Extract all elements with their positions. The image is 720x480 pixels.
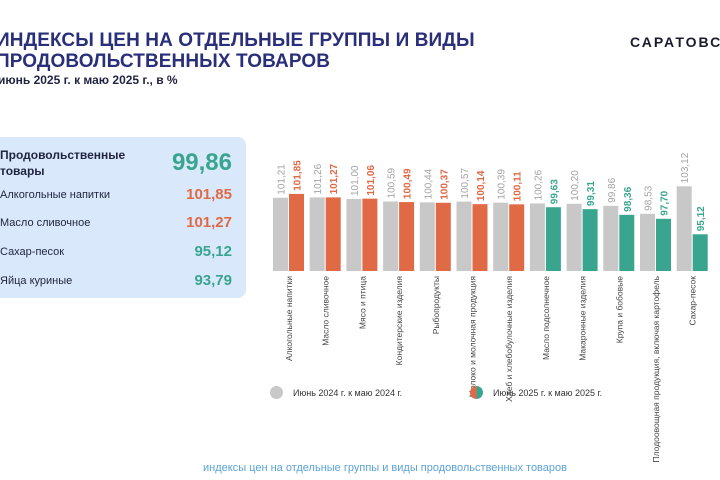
title-line-2: ПРОДОВОЛЬСТВЕННЫХ ТОВАРОВ [0, 51, 331, 72]
bar-curr [362, 198, 378, 271]
bar-curr-label: 101,27 [329, 163, 340, 194]
summary-row: Масло сливочное 101,27 [0, 214, 232, 231]
summary-row-label: Масло сливочное [0, 216, 91, 229]
legend-label-prev: Июнь 2024 г. к маю 2024 г. [293, 387, 403, 398]
bar-curr [435, 202, 451, 271]
bar-curr [325, 197, 341, 271]
summary-row-value: 93,79 [194, 272, 232, 289]
category-label: Мясо и птица [357, 276, 367, 329]
bar-prev-label: 100,39 [497, 169, 508, 200]
footer-caption: индексы цен на отдельные группы и виды п… [203, 462, 567, 474]
bar-prev-label: 101,26 [313, 163, 324, 194]
bar-curr-label: 100,49 [403, 168, 414, 199]
bar-prev [273, 197, 288, 271]
bar-curr [545, 207, 561, 271]
bar-prev [346, 199, 362, 271]
bar-prev-label: 100,59 [387, 167, 398, 198]
bar-prev [309, 197, 325, 271]
summary-row-label: Сахар-песок [0, 245, 65, 258]
bar-prev-label: 98,53 [644, 185, 655, 210]
bar-curr [289, 193, 304, 271]
bar-prev [493, 202, 509, 271]
bar-curr [472, 204, 488, 271]
bar-curr-label: 100,11 [513, 171, 524, 201]
bar-prev-label: 101,21 [277, 164, 288, 195]
bar-prev-label: 99,86 [607, 177, 618, 202]
category-label: Молоко и молочная продукция [468, 276, 478, 398]
bar-prev [640, 213, 655, 271]
page-title: ИНДЕКСЫ ЦЕН НА ОТДЕЛЬНЫЕ ГРУППЫ И ВИДЫ П… [0, 30, 475, 72]
legend-item-prev: Июнь 2024 г. к маю 2024 г. [270, 386, 402, 399]
bar-prev [676, 186, 692, 271]
bar-prev-label: 100,57 [460, 168, 471, 199]
summary-panel: Продовольственные товары 99,86 Алкогольн… [0, 137, 246, 298]
category-label: Хлеб и хлебобулочные изделия [504, 276, 514, 402]
legend-swatch-prev [270, 386, 283, 399]
bar-curr [582, 209, 598, 271]
bar-curr-label: 101,85 [293, 160, 304, 191]
bar-prev [603, 205, 619, 271]
bar-prev-label: 100,26 [533, 169, 544, 200]
legend-item-curr: Июнь 2025 г. к маю 2025 г. [470, 386, 602, 399]
bar-prev [383, 201, 399, 271]
summary-row: Алкогольные напитки 101,85 [0, 186, 232, 203]
category-label: Масло сливочное [321, 276, 331, 346]
legend-swatch-curr [470, 386, 483, 399]
bar-curr-label: 101,06 [366, 165, 377, 196]
category-label: Алкогольные напитки [284, 276, 294, 361]
bar-prev [419, 202, 435, 271]
page-subtitle: июнь 2025 г. к маю 2025 г., в % [0, 73, 178, 87]
bar-curr [399, 202, 415, 271]
category-label: Макаронные изделия [578, 276, 588, 361]
title-line-1: ИНДЕКСЫ ЦЕН НА ОТДЕЛЬНЫЕ ГРУППЫ И ВИДЫ [0, 30, 475, 51]
bar-curr-label: 99,63 [549, 179, 560, 204]
bar-curr-label: 100,37 [439, 169, 450, 200]
bar-curr [619, 214, 635, 271]
bar-prev [566, 203, 582, 271]
bar-prev-label: 100,44 [423, 168, 434, 199]
bar-curr-label: 98,36 [623, 186, 634, 211]
bar-curr [509, 204, 525, 271]
summary-row-label: Алкогольные напитки [0, 188, 111, 201]
category-label: Рыбопродукты [431, 276, 441, 334]
summary-main-value: 99,86 [171, 149, 232, 176]
bar-curr-label: 99,31 [586, 181, 597, 206]
summary-main-label: Продовольственные товары [0, 148, 126, 178]
category-label: Масло подсолнечное [541, 276, 551, 360]
category-label: Плодоовощная продукция, включая картофел… [651, 275, 661, 462]
bar-prev [456, 201, 472, 271]
brand-logo: САРАТОВСТАТ [630, 34, 720, 50]
legend-label-curr: Июнь 2025 г. к маю 2025 г. [493, 387, 603, 398]
summary-row-label: Яйца куриные [0, 274, 73, 287]
summary-row: Сахар-песок 95,12 [0, 243, 232, 260]
summary-row-value: 95,12 [194, 243, 232, 260]
summary-row-value: 101,27 [186, 214, 232, 231]
bar-prev-label: 101,00 [350, 165, 361, 196]
category-label: Крупа и бобовые [614, 276, 624, 343]
bar-curr [656, 218, 671, 271]
bar-prev-label: 100,20 [570, 170, 581, 201]
bar-curr-label: 95,12 [696, 206, 707, 231]
summary-row-value: 101,85 [186, 186, 232, 203]
summary-row: Яйца куриные 93,79 [0, 272, 232, 289]
category-label: Кондитерские изделия [394, 276, 404, 366]
bar-prev-label: 103,12 [680, 152, 691, 183]
bar-curr [692, 234, 708, 271]
bar-prev [529, 203, 545, 271]
bar-curr-label: 97,70 [660, 190, 671, 215]
category-label: Сахар-песок [688, 276, 698, 326]
summary-main-row: Продовольственные товары 99,86 [0, 147, 232, 179]
bar-curr-label: 100,14 [476, 170, 487, 201]
